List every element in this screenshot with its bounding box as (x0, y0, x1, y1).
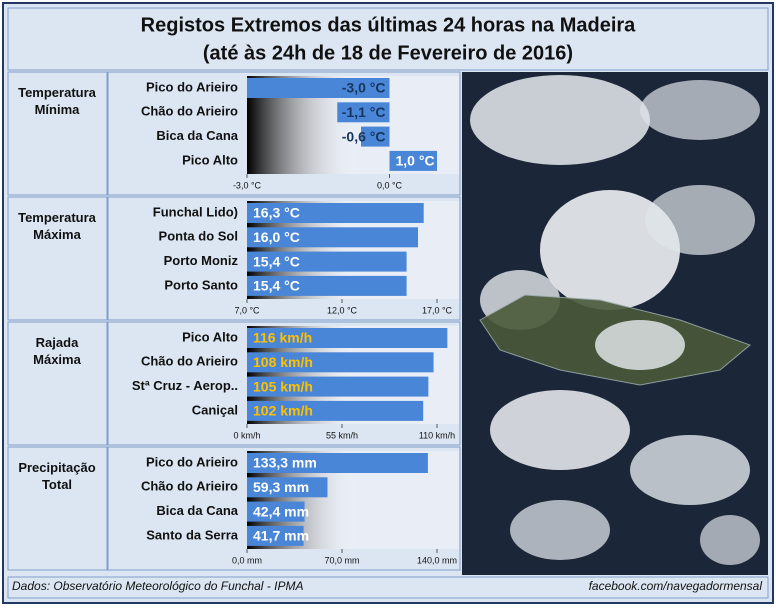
category-label: Stª Cruz - Aerop.. (132, 378, 238, 393)
value-label: 59,3 mm (253, 479, 309, 495)
panel-left (7, 446, 108, 571)
bar (247, 477, 328, 498)
category-label: Porto Santo (164, 277, 238, 292)
panel-label: Precipitação Total (18, 460, 96, 492)
category-label: Chão do Arieiro (141, 479, 238, 494)
panel-left (7, 196, 108, 321)
value-label: 102 km/h (253, 403, 313, 419)
category-label: Pico Alto (182, 329, 238, 344)
category-label: Bica da Cana (156, 128, 238, 143)
x-tick-label: 0 km/h (233, 430, 260, 440)
x-tick-label: 70,0 mm (324, 555, 359, 565)
bar (247, 328, 448, 348)
value-label: -3,0 °C (342, 80, 386, 96)
category-label: Ponta do Sol (159, 229, 238, 244)
satellite-image (462, 72, 768, 575)
x-tick-label: 0,0 mm (232, 555, 262, 565)
bar (247, 78, 390, 98)
bar (247, 525, 304, 546)
bar (247, 275, 407, 296)
panel-label: Temperatura Máxima (18, 210, 96, 242)
x-tick-label: 0,0 °C (377, 180, 403, 190)
title: Registos Extremos das últimas 24 horas n… (141, 14, 637, 36)
category-label: Pico do Arieiro (146, 454, 238, 469)
category-label: Funchal Lido) (153, 204, 238, 219)
x-tick-label: 12,0 °C (327, 305, 358, 315)
panel-left (7, 321, 108, 446)
category-label: Pico do Arieiro (146, 79, 238, 94)
value-label: 16,0 °C (253, 229, 300, 245)
value-label: 15,4 °C (253, 278, 300, 294)
category-label: Bica da Cana (156, 503, 238, 518)
category-label: Porto Moniz (164, 253, 239, 268)
value-label: 116 km/h (253, 330, 312, 346)
credit: facebook.com/navegadormensal (589, 579, 763, 593)
panel-left (7, 71, 108, 196)
bar (247, 501, 305, 522)
bar (247, 352, 434, 373)
panel-label: Temperatura Mínima (18, 85, 96, 117)
category-label: Chão do Arieiro (141, 104, 238, 119)
value-label: 133,3 mm (253, 455, 317, 471)
x-tick-label: 7,0 °C (234, 305, 260, 315)
x-tick-label: 55 km/h (326, 430, 358, 440)
bar (247, 376, 429, 397)
x-tick-label: -3,0 °C (233, 180, 262, 190)
bar (247, 400, 424, 421)
bar (247, 227, 418, 248)
value-label: -0,6 °C (342, 128, 386, 144)
bar (247, 251, 407, 272)
source: Dados: Observatório Meteorológico do Fun… (12, 579, 303, 593)
subtitle: (até às 24h de 18 de Fevereiro de 2016) (203, 42, 573, 64)
bar (337, 102, 390, 123)
panel-label: Rajada Máxima (33, 335, 81, 367)
x-tick-label: 140,0 mm (417, 555, 457, 565)
value-label: 41,7 mm (253, 528, 309, 544)
bar (247, 203, 424, 223)
title-box (7, 7, 769, 71)
value-label: 42,4 mm (253, 503, 309, 519)
category-label: Caniçal (192, 402, 238, 417)
bar (247, 453, 428, 473)
x-tick-label: 17,0 °C (422, 305, 453, 315)
value-label: 108 km/h (253, 354, 313, 370)
value-label: 16,3 °C (253, 205, 300, 221)
category-label: Pico Alto (182, 152, 238, 167)
value-label: -1,1 °C (342, 104, 386, 120)
bar (389, 150, 437, 171)
value-label: 105 km/h (253, 378, 313, 394)
x-tick-label: 110 km/h (419, 430, 455, 440)
category-label: Santo da Serra (146, 527, 239, 542)
value-label: 15,4 °C (253, 253, 300, 269)
bar (361, 126, 390, 147)
category-label: Chão do Arieiro (141, 354, 238, 369)
value-label: 1,0 °C (396, 153, 435, 169)
footer-box (7, 576, 769, 599)
